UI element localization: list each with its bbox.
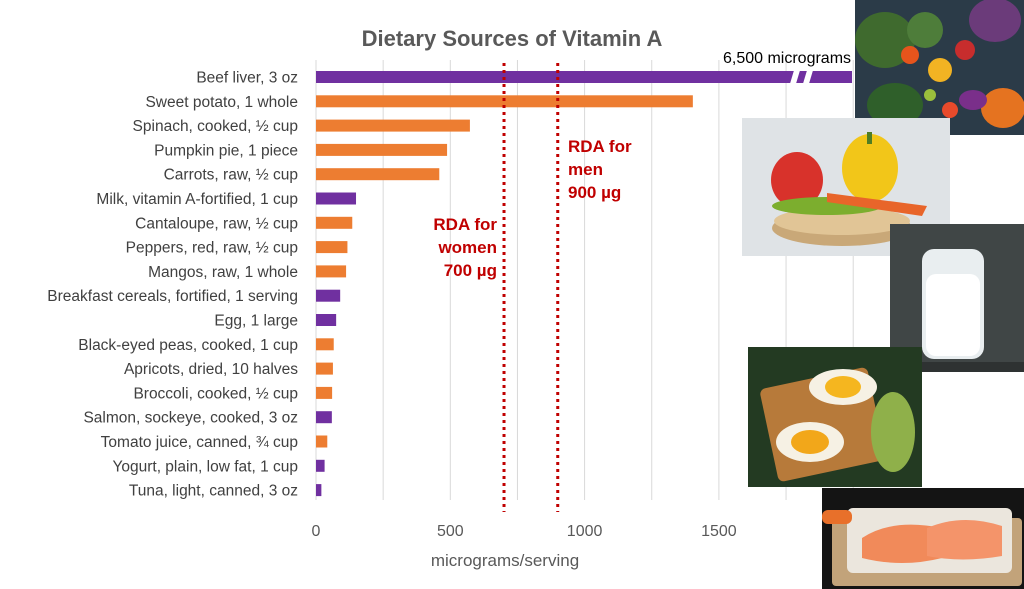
category-label: Egg, 1 large (214, 313, 298, 330)
rda-label-900: RDA for (568, 137, 632, 156)
milk-glass-photo (890, 224, 1024, 372)
category-label: Milk, vitamin A-fortified, 1 cup (96, 191, 298, 208)
bar-15 (316, 411, 332, 424)
bar-18 (316, 484, 322, 497)
x-tick-label: 1500 (701, 523, 737, 540)
bar-7 (316, 216, 353, 229)
category-label: Mangos, raw, 1 whole (148, 264, 298, 281)
bar-11 (316, 314, 337, 326)
rda-label-700: RDA for (433, 215, 497, 234)
bar-12 (316, 338, 334, 351)
bar-14 (316, 386, 333, 399)
bar-17 (316, 459, 325, 472)
bar-3 (316, 119, 470, 132)
bar-break-mark (789, 67, 801, 87)
bar-13 (316, 362, 333, 375)
bar-16 (316, 435, 328, 448)
category-label: Beef liver, 3 oz (196, 70, 298, 87)
bar-2 (316, 95, 693, 108)
bar-6 (316, 192, 357, 205)
vegetables-photo (855, 0, 1024, 135)
bar-4 (316, 143, 448, 156)
salmon-photo (822, 488, 1024, 589)
category-label: Carrots, raw, ½ cup (164, 167, 298, 184)
category-label: Yogurt, plain, low fat, 1 cup (112, 458, 298, 475)
category-label: Black-eyed peas, cooked, 1 cup (78, 337, 298, 354)
eggs-toast-photo (748, 347, 922, 487)
bar-1 (316, 71, 852, 83)
category-labels: Beef liver, 3 oz Sweet potato, 1 whole Spi… (47, 70, 298, 500)
bar-break-mark (802, 67, 814, 87)
bar-8 (316, 241, 348, 254)
category-label: Spinach, cooked, ½ cup (133, 118, 298, 135)
x-tick-label: 500 (437, 523, 464, 540)
bar-9 (316, 265, 347, 278)
gridlines (315, 60, 854, 500)
x-tick-label: 1000 (567, 523, 603, 540)
category-label: Apricots, dried, 10 halves (124, 361, 298, 378)
rda-label-700: 700 µg (444, 261, 497, 280)
rda-label-900: men (568, 160, 603, 179)
peppers-carrots-photo (742, 118, 950, 256)
category-label: Tomato juice, canned, ¾ cup (101, 434, 298, 451)
rda-lines: RDA for women 700 µg RDA for men 900 µg (433, 63, 632, 512)
chart-title: Dietary Sources of Vitamin A (362, 26, 663, 51)
category-label: Peppers, red, raw, ½ cup (126, 240, 298, 257)
category-label: Sweet potato, 1 whole (145, 94, 298, 111)
category-label: Pumpkin pie, 1 piece (154, 142, 298, 159)
category-label: Salmon, sockeye, cooked, 3 oz (83, 410, 298, 427)
rda-label-900: 900 µg (568, 183, 621, 202)
category-label: Breakfast cereals, fortified, 1 serving (47, 288, 298, 305)
x-axis-label: micrograms/serving (431, 551, 579, 570)
bar-5 (316, 168, 440, 181)
category-label: Broccoli, cooked, ½ cup (133, 385, 298, 402)
category-label: Cantaloupe, raw, ½ cup (135, 215, 298, 232)
category-label: Tuna, light, canned, 3 oz (129, 483, 298, 500)
bars (316, 67, 852, 497)
x-tick-label: 0 (312, 523, 321, 540)
bar-10 (316, 289, 341, 302)
rda-label-700: women (437, 238, 497, 257)
x-tick-labels: 0 500 1000 1500 (312, 523, 737, 540)
beef-liver-value-label: 6,500 micrograms (723, 50, 851, 67)
